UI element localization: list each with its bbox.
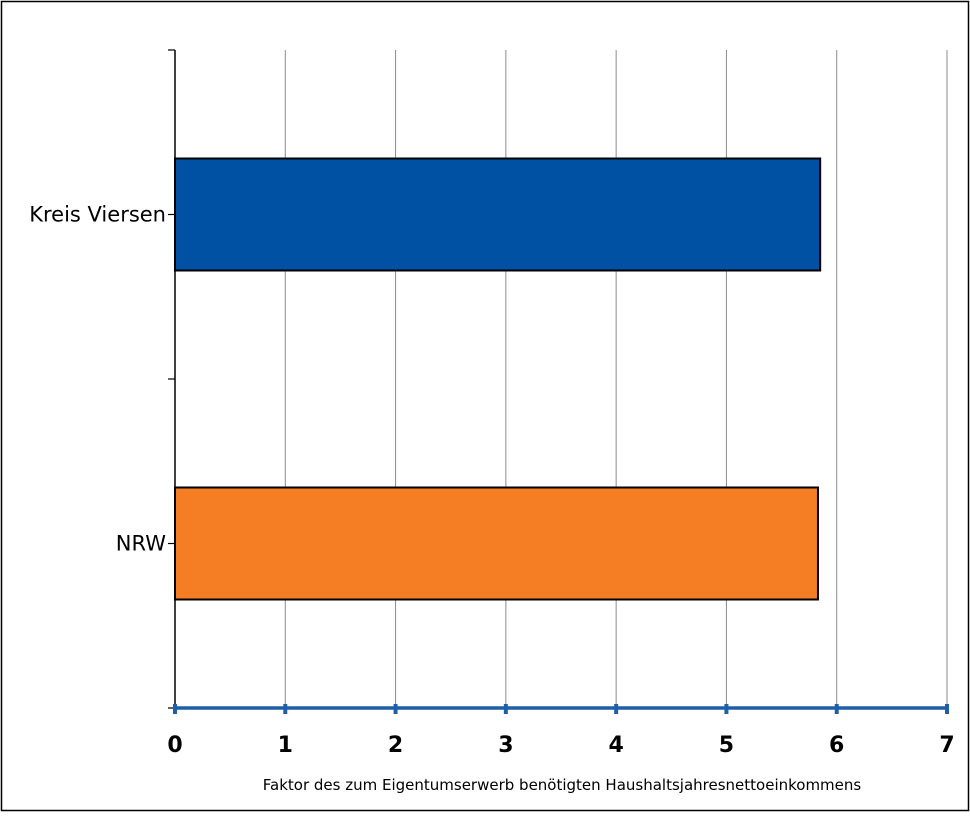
x-tick-label: 6 (829, 733, 844, 758)
y-category-label: Kreis Viersen (29, 203, 166, 227)
y-category-label: NRW (116, 532, 166, 556)
x-axis-title: Faktor des zum Eigentumserwerb benötigte… (263, 776, 862, 794)
x-tick-label: 7 (939, 733, 954, 758)
bars (174, 157, 822, 601)
axes (168, 49, 949, 714)
labels: Faktor des zum Eigentumserwerb benötigte… (29, 203, 954, 795)
x-tick-label: 4 (608, 733, 623, 758)
x-tick-label: 2 (388, 733, 403, 758)
x-tick-label: 5 (719, 733, 734, 758)
bar-nrw (174, 486, 819, 601)
x-tick-label: 1 (278, 733, 293, 758)
x-tick-label: 3 (498, 733, 513, 758)
x-tick-label: 0 (167, 733, 182, 758)
bar-kreis-viersen (174, 157, 822, 272)
